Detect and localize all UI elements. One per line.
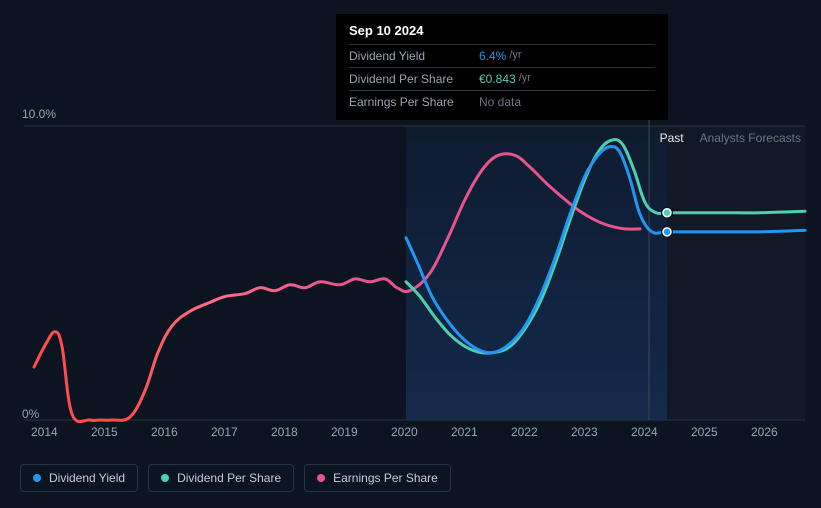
- x-axis-year-label: 2020: [391, 425, 418, 439]
- series-marker: [663, 209, 671, 217]
- x-axis-year-label: 2025: [691, 425, 718, 439]
- x-axis-year-label: 2021: [451, 425, 478, 439]
- region-forecast-label: Analysts Forecasts: [700, 131, 801, 145]
- tooltip-row: Dividend Per Share€0.843/yr: [349, 67, 655, 90]
- series-marker: [663, 228, 671, 236]
- legend-dot-icon: [317, 474, 325, 482]
- legend-item-label: Dividend Yield: [49, 471, 125, 485]
- tooltip-row: Earnings Per ShareNo data: [349, 90, 655, 113]
- legend-item[interactable]: Dividend Yield: [20, 464, 138, 492]
- legend-item-label: Dividend Per Share: [177, 471, 281, 485]
- region-labels: Past Analysts Forecasts: [660, 131, 801, 145]
- x-axis-year-label: 2015: [91, 425, 118, 439]
- tooltip-row-value: No data: [479, 95, 521, 109]
- x-axis-year-label: 2018: [271, 425, 298, 439]
- tooltip-row-value: 6.4%: [479, 49, 506, 63]
- tooltip-row-label: Dividend Per Share: [349, 72, 479, 86]
- legend-dot-icon: [161, 474, 169, 482]
- tooltip-date: Sep 10 2024: [349, 23, 655, 44]
- tooltip-row-value: €0.843: [479, 72, 516, 86]
- chart-legend: Dividend Yield Dividend Per Share Earnings…: [20, 464, 451, 492]
- region-past-label: Past: [660, 131, 684, 145]
- chart-tooltip: Sep 10 2024 Dividend Yield6.4%/yrDividen…: [336, 14, 668, 120]
- tooltip-row-label: Earnings Per Share: [349, 95, 479, 109]
- x-axis-year-label: 2023: [571, 425, 598, 439]
- y-axis-min-label: 0%: [22, 407, 39, 421]
- legend-dot-icon: [33, 474, 41, 482]
- x-axis-year-label: 2019: [331, 425, 358, 439]
- tooltip-row: Dividend Yield6.4%/yr: [349, 44, 655, 67]
- tooltip-rows: Dividend Yield6.4%/yrDividend Per Share€…: [349, 44, 655, 113]
- legend-item-label: Earnings Per Share: [333, 471, 438, 485]
- forecast-band: [667, 126, 805, 420]
- x-axis-year-label: 2014: [31, 425, 58, 439]
- legend-item[interactable]: Earnings Per Share: [304, 464, 451, 492]
- x-axis-year-label: 2024: [631, 425, 658, 439]
- tooltip-row-label: Dividend Yield: [349, 49, 479, 63]
- x-axis-year-label: 2026: [751, 425, 778, 439]
- dividend-chart: Sep 10 2024 Dividend Yield6.4%/yrDividen…: [0, 0, 821, 508]
- tooltip-row-suffix: /yr: [509, 49, 521, 63]
- x-axis-year-label: 2022: [511, 425, 538, 439]
- x-axis-year-label: 2016: [151, 425, 178, 439]
- legend-item[interactable]: Dividend Per Share: [148, 464, 294, 492]
- tooltip-row-suffix: /yr: [519, 72, 531, 86]
- x-axis-year-label: 2017: [211, 425, 238, 439]
- y-axis-max-label: 10.0%: [22, 107, 56, 121]
